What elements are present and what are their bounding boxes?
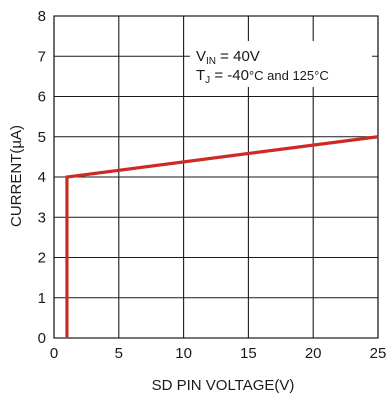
series-layer <box>65 135 379 338</box>
x-tick-labels: 0 5 10 15 20 25 <box>50 345 387 362</box>
vin-subscript: IN <box>206 56 216 67</box>
y-tick-label-2: 2 <box>38 250 46 267</box>
y-tick-label-4: 4 <box>38 169 46 186</box>
y-tick-label-0: 0 <box>38 330 46 347</box>
tj-symbol: T <box>196 67 205 84</box>
x-axis-label: SD PIN VOLTAGE(V) <box>152 377 295 394</box>
tj-value-suffix: °C and 125°C <box>249 68 329 83</box>
x-tick-label-10: 10 <box>175 345 192 362</box>
vin-value: = 40V <box>216 48 260 65</box>
x-tick-label-15: 15 <box>240 345 257 362</box>
y-tick-label-3: 3 <box>38 209 46 226</box>
y-tick-label-6: 6 <box>38 89 46 106</box>
x-tick-label-20: 20 <box>305 345 322 362</box>
y-tick-label-8: 8 <box>38 8 46 25</box>
y-axis-label: CURRENT(µA) <box>8 125 25 227</box>
vin-annotation: VIN = 40V <box>196 48 260 67</box>
series-line-0 <box>65 135 379 338</box>
tj-subscript: J <box>205 75 210 86</box>
vin-symbol: V <box>196 48 206 65</box>
x-tick-label-5: 5 <box>115 345 123 362</box>
x-tick-label-25: 25 <box>370 345 387 362</box>
y-tick-labels: 0 1 2 3 4 5 6 7 8 <box>38 8 46 347</box>
x-tick-label-0: 0 <box>50 345 58 362</box>
annotation-background <box>190 41 372 87</box>
y-tick-label-7: 7 <box>38 48 46 65</box>
tj-value: = -40 <box>210 67 249 84</box>
y-tick-label-1: 1 <box>38 290 46 307</box>
y-tick-label-5: 5 <box>38 129 46 146</box>
tj-annotation: TJ = -40°C and 125°C <box>196 67 329 86</box>
plot-frame <box>53 15 379 339</box>
